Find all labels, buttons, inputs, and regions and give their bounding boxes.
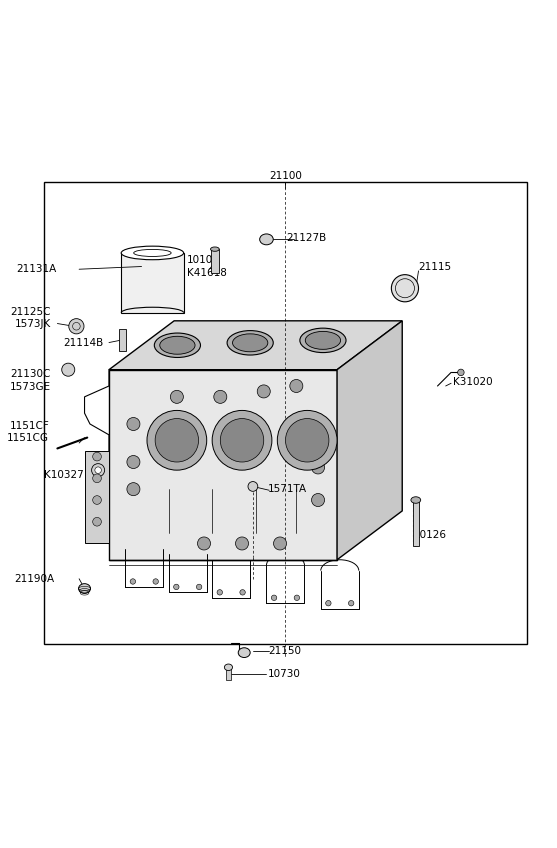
Ellipse shape — [260, 234, 273, 245]
Circle shape — [214, 390, 227, 404]
Text: 10107
K41618: 10107 K41618 — [187, 255, 227, 277]
Circle shape — [155, 419, 199, 462]
Circle shape — [91, 464, 105, 477]
Circle shape — [294, 595, 300, 600]
Circle shape — [248, 482, 258, 491]
Circle shape — [153, 579, 158, 584]
Circle shape — [147, 410, 207, 470]
Circle shape — [127, 483, 140, 496]
Text: 21127B: 21127B — [286, 233, 327, 243]
Text: 21100: 21100 — [269, 170, 302, 181]
Text: 1571TA: 1571TA — [268, 484, 307, 494]
Text: 21115: 21115 — [418, 261, 452, 271]
Ellipse shape — [227, 331, 273, 355]
Polygon shape — [337, 321, 402, 560]
Text: 21131A: 21131A — [16, 265, 56, 274]
Text: 1151CF
1151CG: 1151CF 1151CG — [7, 421, 49, 444]
Ellipse shape — [224, 664, 232, 671]
Circle shape — [349, 600, 354, 606]
Polygon shape — [109, 321, 402, 370]
Circle shape — [170, 390, 183, 404]
Bar — [119, 329, 126, 351]
Text: K31020: K31020 — [453, 377, 492, 387]
Circle shape — [221, 419, 264, 462]
Ellipse shape — [232, 334, 268, 352]
Bar — [121, 253, 184, 313]
Text: 21190A: 21190A — [14, 574, 55, 583]
Text: 10126: 10126 — [414, 530, 447, 540]
Text: 10730: 10730 — [268, 669, 301, 678]
Circle shape — [273, 537, 286, 550]
Circle shape — [92, 517, 101, 526]
Circle shape — [290, 379, 303, 393]
Ellipse shape — [121, 246, 184, 259]
Text: 21114B: 21114B — [63, 338, 104, 348]
Text: K10327: K10327 — [43, 470, 84, 480]
Circle shape — [311, 461, 325, 474]
Bar — [413, 500, 419, 546]
Circle shape — [130, 579, 135, 584]
Text: 21150: 21150 — [268, 646, 301, 656]
Circle shape — [92, 452, 101, 461]
Circle shape — [271, 595, 277, 600]
Ellipse shape — [211, 247, 219, 251]
Ellipse shape — [305, 332, 340, 349]
Circle shape — [236, 537, 248, 550]
Circle shape — [62, 363, 75, 377]
Ellipse shape — [238, 648, 250, 657]
Bar — [226, 667, 231, 680]
Bar — [211, 249, 219, 273]
Ellipse shape — [160, 337, 195, 354]
Circle shape — [127, 455, 140, 469]
Polygon shape — [85, 451, 109, 544]
Ellipse shape — [392, 275, 418, 302]
Circle shape — [127, 417, 140, 431]
Circle shape — [92, 496, 101, 505]
Circle shape — [240, 589, 245, 595]
Circle shape — [311, 494, 325, 506]
Circle shape — [198, 537, 211, 550]
Ellipse shape — [79, 583, 90, 594]
Ellipse shape — [411, 497, 421, 503]
Circle shape — [212, 410, 272, 470]
Circle shape — [286, 419, 329, 462]
Polygon shape — [109, 370, 337, 560]
Circle shape — [197, 584, 202, 589]
Circle shape — [95, 467, 101, 473]
Ellipse shape — [154, 333, 201, 358]
Circle shape — [174, 584, 179, 589]
Text: 21130C
1573GE: 21130C 1573GE — [9, 370, 51, 392]
Text: 21125C
1573JK: 21125C 1573JK — [11, 307, 51, 329]
Circle shape — [92, 474, 101, 483]
Circle shape — [458, 369, 464, 376]
Circle shape — [69, 319, 84, 334]
Ellipse shape — [300, 328, 346, 353]
Circle shape — [277, 410, 337, 470]
Circle shape — [257, 385, 270, 398]
Bar — [44, 182, 527, 644]
Circle shape — [326, 600, 331, 606]
Circle shape — [217, 589, 222, 595]
